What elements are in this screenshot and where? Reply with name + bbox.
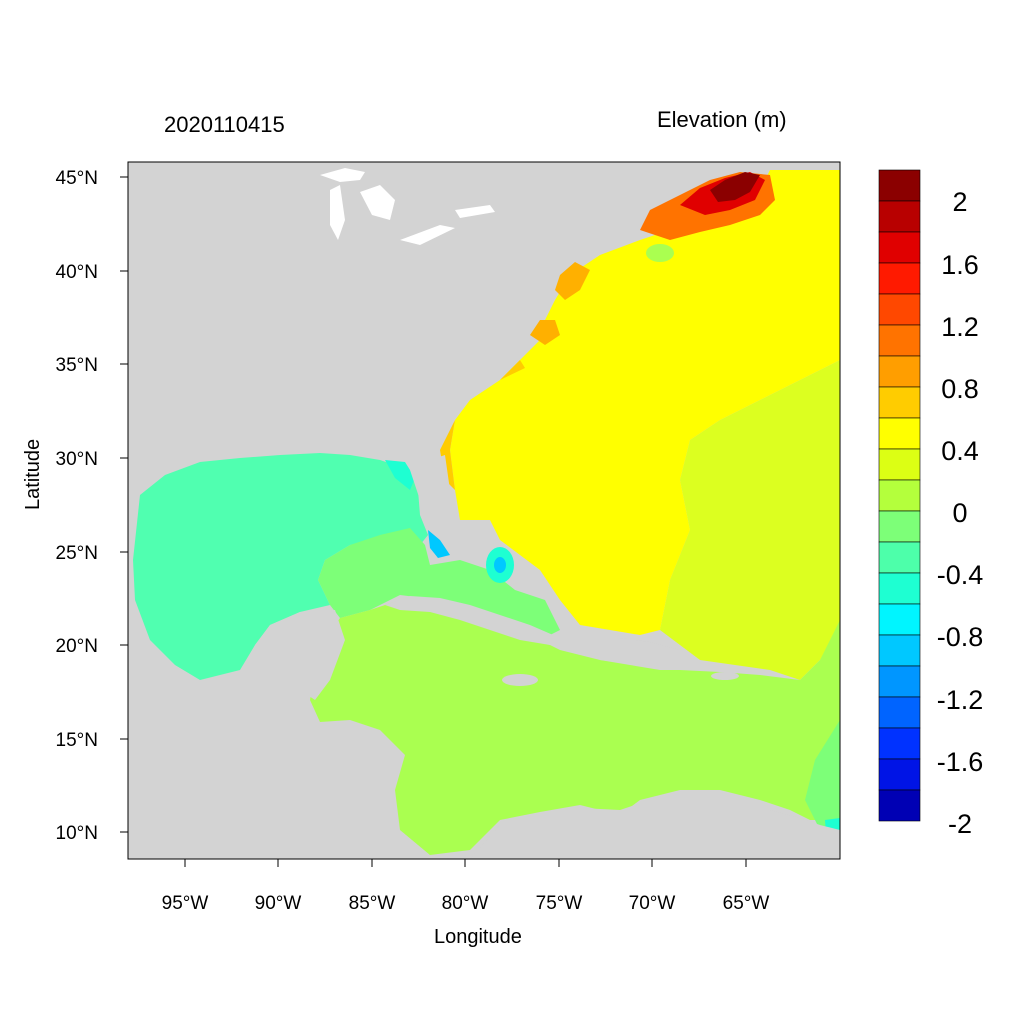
x-tick-label: 95°W bbox=[162, 893, 209, 914]
colorbar-label: 1.6 bbox=[941, 250, 979, 280]
cuba-land bbox=[385, 596, 560, 645]
colorbar bbox=[878, 169, 921, 822]
big-bend-low bbox=[385, 460, 415, 490]
colorbar-swatch bbox=[878, 479, 921, 512]
coastal-orange-band bbox=[440, 360, 525, 490]
colorbar-label: -1.2 bbox=[937, 685, 984, 715]
colorbar-swatch bbox=[878, 231, 921, 264]
colorbar-label: -1.6 bbox=[937, 747, 984, 777]
y-tick-label: 20°N bbox=[56, 636, 98, 657]
x-tick-label: 90°W bbox=[255, 893, 302, 914]
y-tick-label: 30°N bbox=[56, 449, 98, 470]
bahamas-low-core bbox=[494, 557, 506, 573]
georges-bank-low bbox=[646, 244, 674, 262]
y-tick-label: 10°N bbox=[56, 823, 98, 844]
colorbar-swatch bbox=[878, 510, 921, 543]
colorbar-swatch bbox=[878, 727, 921, 760]
caribbean-region bbox=[310, 600, 840, 855]
east-caribbean-strip bbox=[805, 720, 840, 850]
colorbar-swatch bbox=[878, 789, 921, 822]
colorbar-swatch bbox=[878, 262, 921, 295]
gulf-of-mexico-region bbox=[133, 453, 428, 680]
colorbar-labels: 2 1.6 1.2 0.8 0.4 0 -0.4 -0.8 -1.2 -1.6 … bbox=[937, 187, 984, 839]
hispaniola-land bbox=[590, 638, 700, 670]
yucatan-land bbox=[255, 610, 345, 700]
colorbar-label: 0 bbox=[952, 498, 967, 528]
lake-superior bbox=[320, 168, 365, 182]
jamaica-land bbox=[502, 674, 538, 686]
colorbar-swatch bbox=[878, 200, 921, 233]
x-tick-label: 65°W bbox=[723, 893, 770, 914]
colorbar-swatch bbox=[878, 355, 921, 388]
coastal-orange-band-2 bbox=[555, 262, 590, 300]
colorbar-swatch bbox=[878, 417, 921, 450]
y-tick-label: 35°N bbox=[56, 355, 98, 376]
east-atlantic-region bbox=[660, 360, 840, 680]
colorbar-label: -0.8 bbox=[937, 622, 984, 652]
x-tick-label: 75°W bbox=[536, 893, 583, 914]
y-tick-label: 40°N bbox=[56, 262, 98, 283]
colorbar-swatch bbox=[878, 572, 921, 605]
colorbar-swatch bbox=[878, 603, 921, 636]
colorbar-swatch bbox=[878, 293, 921, 326]
map-area bbox=[128, 162, 840, 859]
colorbar-label: 2 bbox=[952, 187, 967, 217]
colorbar-label: -0.4 bbox=[937, 560, 984, 590]
colorbar-swatch bbox=[878, 541, 921, 574]
variable-label: Elevation (m) bbox=[657, 107, 787, 132]
timestamp-label: 2020110415 bbox=[164, 112, 285, 137]
x-tick-label: 70°W bbox=[629, 893, 676, 914]
lake-ontario bbox=[455, 205, 495, 218]
colorbar-swatch bbox=[878, 448, 921, 481]
y-tick-label: 45°N bbox=[56, 168, 98, 189]
florida-straits-region bbox=[318, 528, 560, 640]
florida-bay-low bbox=[428, 530, 450, 558]
colorbar-swatch bbox=[878, 696, 921, 729]
atlantic-region bbox=[450, 170, 840, 635]
colorbar-label: 1.2 bbox=[941, 312, 979, 342]
x-axis-tick-labels: 95°W 90°W 85°W 80°W 75°W 70°W 65°W bbox=[162, 893, 770, 914]
x-axis-label: Longitude bbox=[434, 926, 522, 948]
coastal-orange-band-3 bbox=[530, 320, 560, 345]
x-axis-ticks bbox=[184, 859, 747, 867]
x-tick-label: 80°W bbox=[442, 893, 489, 914]
colorbar-swatch bbox=[878, 324, 921, 357]
florida-land bbox=[410, 455, 455, 545]
colorbar-swatch bbox=[878, 169, 921, 202]
colorbar-label: -2 bbox=[948, 809, 972, 839]
x-tick-label: 85°W bbox=[349, 893, 396, 914]
y-axis-tick-labels: 45°N 40°N 35°N 30°N 25°N 20°N 15°N 10°N bbox=[56, 168, 98, 844]
colorbar-label: 0.8 bbox=[941, 374, 979, 404]
colorbar-swatch bbox=[878, 386, 921, 419]
lake-michigan bbox=[330, 185, 345, 240]
y-tick-label: 25°N bbox=[56, 543, 98, 564]
lake-huron bbox=[360, 185, 395, 220]
y-axis-ticks bbox=[120, 176, 128, 833]
colorbar-swatch bbox=[878, 634, 921, 667]
plot-frame bbox=[127, 161, 841, 860]
gulf-of-maine-surge-core bbox=[710, 172, 760, 202]
south-america-land bbox=[470, 795, 840, 859]
puerto-rico-land bbox=[711, 672, 739, 680]
y-tick-label: 15°N bbox=[56, 730, 98, 751]
colorbar-swatch bbox=[878, 665, 921, 698]
lake-erie bbox=[400, 225, 455, 245]
colorbar-swatch bbox=[878, 758, 921, 791]
colorbar-label: 0.4 bbox=[941, 436, 979, 466]
